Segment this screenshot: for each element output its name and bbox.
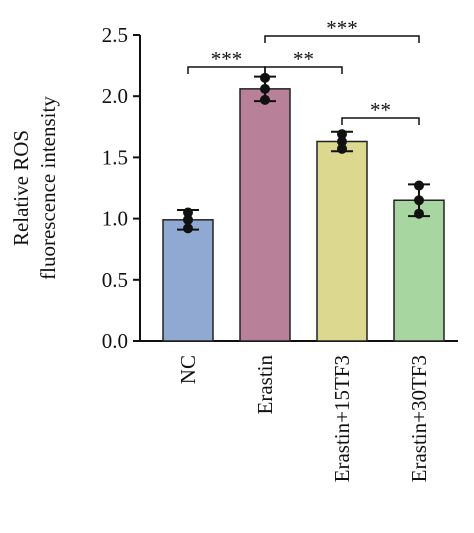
bar — [239, 88, 291, 342]
data-point — [414, 180, 424, 191]
y-axis-label: fluorescence intensity — [36, 96, 60, 280]
data-point — [183, 207, 193, 218]
data-point — [337, 129, 347, 140]
x-tick-label: Erastin — [253, 355, 277, 415]
x-tick-label: Erastin+15TF3 — [330, 355, 354, 482]
data-point — [260, 94, 270, 105]
significance-bracket — [264, 66, 343, 74]
y-tick-label: 1.5 — [102, 145, 128, 169]
y-tick-label: 0.5 — [102, 268, 128, 292]
y-axis-label: Relative ROS — [9, 130, 33, 246]
y-tick-label: 2.0 — [102, 84, 128, 108]
significance-label: ** — [293, 47, 314, 71]
bar — [316, 140, 368, 342]
x-tick-label: Erastin+30TF3 — [407, 355, 431, 482]
bar — [162, 219, 214, 342]
data-point — [183, 214, 193, 225]
y-tick-label: 1.0 — [102, 207, 128, 231]
significance-bracket — [341, 117, 420, 125]
data-point — [337, 143, 347, 154]
data-point — [260, 72, 270, 83]
significance-bracket — [264, 35, 420, 43]
data-point — [183, 223, 193, 234]
data-point — [414, 195, 424, 206]
significance-label: *** — [326, 16, 358, 40]
data-point — [414, 208, 424, 219]
y-tick-label: 2.5 — [102, 23, 128, 47]
significance-label: ** — [370, 98, 391, 122]
y-tick-label: 0.0 — [102, 329, 128, 353]
x-tick-label: NC — [176, 355, 200, 384]
data-point — [337, 136, 347, 147]
bar — [393, 199, 445, 342]
significance-label: *** — [211, 47, 243, 71]
data-point — [260, 83, 270, 94]
